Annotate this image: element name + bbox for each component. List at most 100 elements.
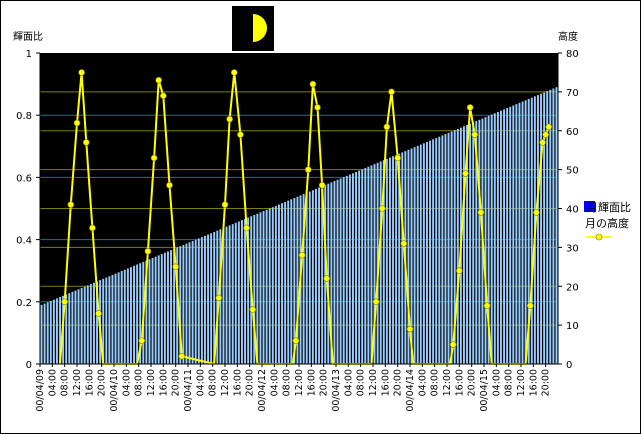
brightness-bar [56,298,58,364]
altitude-point [394,154,401,162]
brightness-bar [43,303,46,364]
altitude-point [221,201,229,208]
brightness-bar [40,304,43,364]
x-tick-label: 04:00 [343,369,354,396]
y-left-axis-title: 輝面比 [13,31,43,43]
altitude-point [314,104,321,111]
brightness-bar [86,285,89,364]
brightness-bar [472,122,475,364]
altitude-point [138,337,146,344]
brightness-bar [93,282,95,364]
brightness-bar [278,204,280,364]
x-tick-label: 04:00 [195,369,206,396]
brightness-bar [555,87,558,365]
brightness-bar [77,289,80,364]
brightness-bar [382,160,385,364]
legend-swatch-brightness [584,201,595,212]
y-right-tick-label: 20 [566,282,579,293]
brightness-bar [120,271,123,364]
x-tick-label: 20:00 [467,369,478,396]
x-tick-label: 16:00 [306,369,317,396]
altitude-point [230,69,238,76]
x-tick-label: 16:00 [158,369,169,396]
x-tick-label: 00/04/10 [109,369,120,412]
brightness-bar [435,138,438,364]
brightness-bar [392,156,394,364]
brightness-bar [475,121,478,364]
brightness-bar [327,183,330,364]
brightness-bar [447,132,450,364]
x-tick-label: 00/04/09 [35,369,46,412]
brightness-bar [74,290,77,364]
legend: 月輝面比 月の高度 [584,201,631,241]
x-tick-label: 16:00 [232,369,243,396]
altitude-point [406,325,414,333]
brightness-bar [222,227,225,364]
brightness-bar [136,264,139,364]
x-tick-label: 08:00 [60,369,71,396]
brightness-bar [207,234,209,364]
brightness-bar [256,213,259,364]
brightness-bar [114,273,117,364]
x-tick-label: 04:00 [491,369,502,396]
altitude-point [477,209,485,216]
altitude-point [249,306,257,313]
brightness-bar [302,194,305,364]
brightness-bar [274,205,277,364]
brightness-bar [167,251,169,364]
y-right-tick-label: 70 [566,88,579,99]
x-tick-label: 08:00 [208,369,219,396]
brightness-bar [130,267,132,364]
brightness-bar [241,220,243,364]
x-tick-label: 08:00 [430,369,441,396]
brightness-bar [339,178,342,364]
x-tick-label: 20:00 [541,369,552,396]
brightness-bar [176,247,179,364]
brightness-bar [444,134,447,364]
brightness-bar [509,106,512,365]
brightness-bar [96,281,98,364]
brightness-bar [426,141,428,364]
brightness-bar [466,125,468,364]
brightness-bar [83,286,86,364]
y-left-tick-label: 0 [26,360,32,371]
altitude-point [304,166,312,173]
brightness-bar [429,140,431,364]
brightness-bar [450,131,453,364]
brightness-bar [463,126,465,365]
altitude-point [226,115,233,123]
brightness-bar [231,224,234,364]
brightness-bar [173,248,176,364]
x-axis: 00/04/09 04:00 08:00 12:00 16:00 20:00 00/04/1… [35,363,558,412]
altitude-point [144,247,152,255]
altitude-point [388,88,395,96]
x-tick-label: 00/04/13 [331,369,342,412]
brightness-bar [290,199,293,364]
brightness-bar [71,291,74,364]
y-right-tick-label: 80 [566,49,579,60]
altitude-point [237,131,244,138]
x-tick-label: 12:00 [220,369,231,396]
brightness-bar [308,191,311,364]
altitude-point [160,92,167,100]
altitude-point [318,181,326,189]
brightness-bar [265,209,268,364]
x-tick-label: 12:00 [146,369,157,396]
y-right-tick-label: 10 [566,321,579,332]
altitude-point [471,131,479,138]
brightness-bar [204,235,206,364]
brightness-bar [410,148,413,364]
altitude-point [95,310,102,317]
x-tick-label: 04:00 [121,369,132,396]
altitude-point [378,205,386,212]
brightness-bar [126,268,129,364]
brightness-bar [358,170,361,364]
brightness-bar [160,254,163,364]
brightness-bar [515,104,518,364]
brightness-bar [194,239,197,364]
brightness-bar [228,225,231,364]
brightness-bar [518,102,521,364]
brightness-bar [46,302,49,364]
brightness-bar [506,108,509,365]
